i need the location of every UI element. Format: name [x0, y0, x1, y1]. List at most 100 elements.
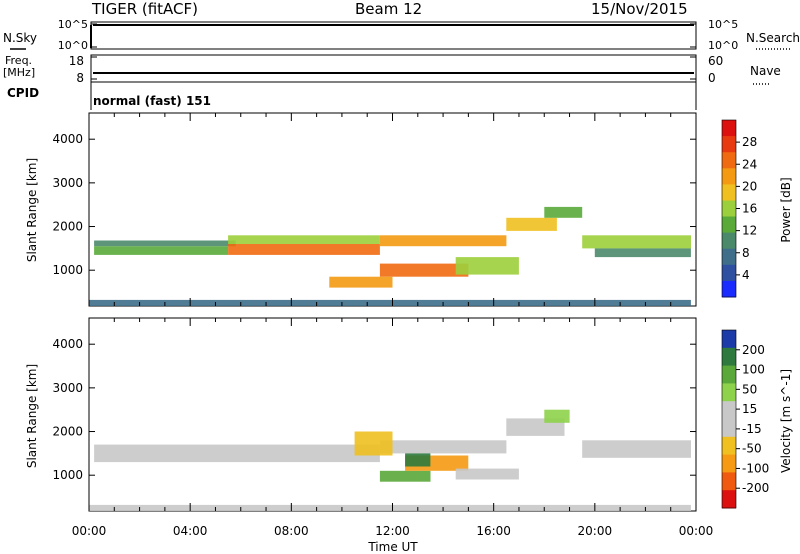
power-colorbar-segment-7 [722, 232, 736, 250]
power-band-12 [89, 299, 691, 306]
power-ytick-label-1: 2000 [52, 220, 83, 234]
date-title: 15/Nov/2015 [591, 0, 688, 18]
power-colorbar-label: Power [dB] [779, 177, 793, 242]
nsky-tick-bottom: 10^0 [58, 39, 88, 52]
power-band-10 [582, 235, 691, 249]
freq-unit: [MHz] [3, 66, 35, 79]
power-colorbar-tick-label-1: 24 [742, 157, 757, 171]
power-colorbar-segment-4 [722, 184, 736, 201]
velocity-panel-frame [88, 317, 697, 512]
velocity-colorbar-tick-label-7: -200 [742, 481, 769, 495]
power-colorbar-segment-3 [722, 168, 736, 185]
power-colorbar-segment-5 [722, 200, 736, 218]
velocity-colorbar-segment-1 [722, 347, 736, 367]
power-ytick-label-0: 1000 [52, 263, 83, 277]
x-tick-label-1: 04:00 [173, 524, 208, 538]
power-colorbar-tick-label-6: 4 [742, 268, 750, 282]
power-band-5 [379, 263, 469, 277]
power-band-6 [329, 276, 393, 288]
power-colorbar-segment-10 [722, 280, 736, 298]
power-colorbar-segment-8 [722, 248, 736, 266]
nsearch-label: N.Search [746, 31, 800, 45]
power-band-3 [228, 235, 380, 244]
nave-tick-bottom: 0 [708, 71, 716, 85]
velocity-band-1 [379, 440, 507, 454]
velocity-colorbar-segment-2 [722, 365, 736, 384]
power-band-0 [94, 246, 229, 255]
velocity-colorbar-segment-5 [722, 419, 736, 438]
axis-layer: 1000 2000 3000 4000 1000 2000 3000 4000 00:00 04:… [52, 113, 713, 538]
velocity-colorbar-label: Velocity [m s^-1] [779, 369, 793, 473]
velocity-colorbar-segment-9 [722, 490, 736, 509]
nsky-label: N.Sky [3, 31, 37, 45]
power-colorbar-segment-9 [722, 264, 736, 282]
nsearch-tick-bottom: 10^0 [708, 39, 738, 52]
velocity-colorbar-segment-0 [722, 330, 736, 349]
velocity-band-4 [582, 440, 691, 458]
velocity-colorbar-tick-label-0: 200 [742, 343, 765, 357]
cpid-text: normal (fast) 151 [93, 94, 211, 108]
velocity-ytick-label-1: 2000 [52, 425, 83, 439]
nave-label: Nave [750, 64, 781, 78]
power-ytick-label-2: 3000 [52, 176, 83, 190]
nsearch-tick-top: 10^5 [708, 18, 738, 31]
x-tick-label-0: 00:00 [72, 524, 107, 538]
freq-label: Freq. [5, 54, 32, 67]
velocity-colorbar-tick-label-3: 15 [742, 402, 757, 416]
velocity-ytick-label-0: 1000 [52, 468, 83, 482]
velocity-band-5 [379, 470, 431, 482]
power-colorbar-tick-label-5: 8 [742, 246, 750, 260]
velocity-band-3 [544, 409, 570, 423]
nsky-panel-ticks [91, 23, 696, 80]
station-title: TIGER (fitACF) [92, 0, 199, 18]
velocity-ytick-label-3: 4000 [52, 337, 83, 351]
power-ylabel: Slant Range [km] [25, 158, 39, 262]
power-colorbar-segment-6 [722, 216, 736, 234]
nsky-tick-top: 10^5 [58, 18, 88, 31]
power-colorbar-segment-0 [722, 120, 736, 137]
velocity-colorbar-segment-8 [722, 472, 736, 491]
x-axis-label: Time UT [367, 540, 418, 554]
x-tick-label-4: 16:00 [476, 524, 511, 538]
velocity-colorbar-frame [721, 329, 737, 509]
beam-title: Beam 12 [355, 0, 423, 18]
power-ytick-label-3: 4000 [52, 132, 83, 146]
power-colorbar-tick-label-4: 12 [742, 224, 757, 238]
power-band-11 [594, 248, 691, 258]
power-colorbar-tick-label-2: 20 [742, 179, 757, 193]
colorbar-layer: 28 24 20 16 12 8 4 200 100 50 15 -15 -50 -100 -200 [721, 119, 769, 509]
power-band-7 [455, 257, 519, 275]
velocity-colorbar-segment-6 [722, 436, 736, 456]
power-data-layer [89, 206, 691, 306]
power-band-2 [228, 244, 380, 255]
freq-tick-bottom: 8 [76, 71, 84, 85]
nsky-panel [90, 21, 697, 50]
x-tick-label-6: 00:00 [679, 524, 714, 538]
x-tick-label-2: 08:00 [274, 524, 309, 538]
power-band-9 [544, 206, 583, 218]
velocity-colorbar-tick-label-1: 100 [742, 363, 765, 377]
velocity-colorbar-tick-label-2: 50 [742, 382, 757, 396]
velocity-colorbar-tick-label-6: -100 [742, 461, 769, 475]
velocity-band-8 [405, 453, 431, 467]
velocity-band-10 [89, 504, 691, 511]
freq-panel [90, 54, 697, 83]
velocity-band-0 [94, 444, 380, 463]
velocity-ylabel: Slant Range [km] [25, 364, 39, 468]
velocity-band-7 [354, 431, 393, 456]
velocity-colorbar-tick-label-4: -15 [742, 422, 762, 436]
x-tick-label-5: 20:00 [578, 524, 613, 538]
velocity-colorbar-tick-label-5: -50 [742, 442, 762, 456]
power-colorbar-segment-1 [722, 136, 736, 153]
power-band-1 [94, 240, 236, 247]
freq-tick-top: 18 [69, 54, 84, 68]
velocity-band-9 [455, 468, 519, 480]
velocity-data-layer [89, 409, 691, 511]
x-tick-label-3: 12:00 [375, 524, 410, 538]
velocity-colorbar-segment-3 [722, 383, 736, 402]
velocity-colorbar-segment-4 [722, 401, 736, 420]
cpid-label: CPID [7, 86, 39, 100]
velocity-ytick-label-2: 3000 [52, 381, 83, 395]
power-colorbar-tick-label-0: 28 [742, 135, 757, 149]
